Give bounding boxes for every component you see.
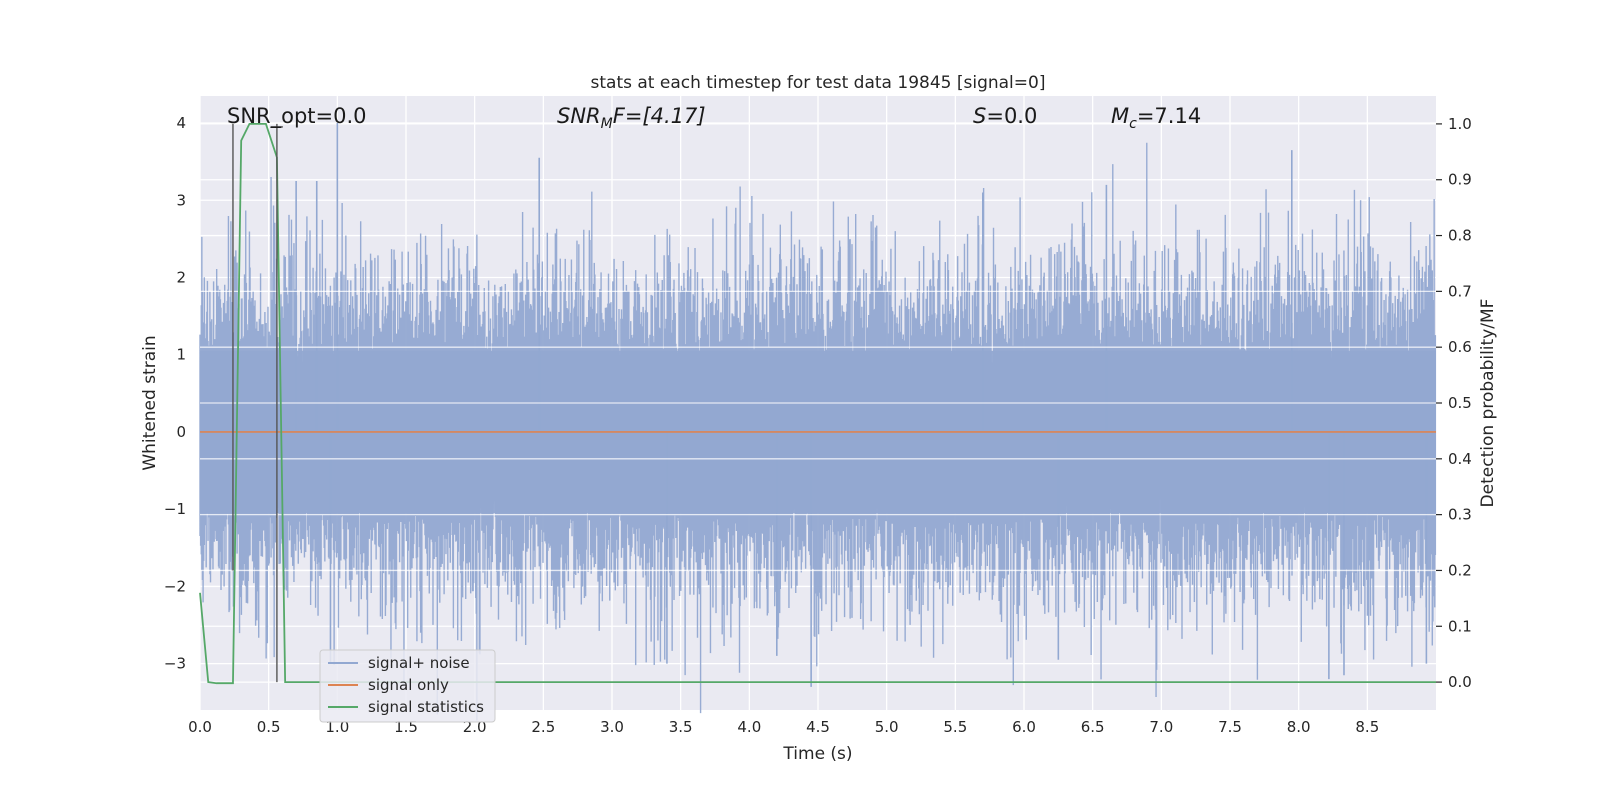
y-left-tick-label-6: 3 — [176, 191, 186, 209]
x-tick-label-11: 5.5 — [943, 718, 967, 736]
y-right-tick-label-9: 0.9 — [1448, 171, 1472, 189]
x-tick-label-1: 0.5 — [257, 718, 281, 736]
y-right-tick-label-10: 1.0 — [1448, 115, 1472, 133]
x-tick-label-8: 4.0 — [737, 718, 761, 736]
y-left-tick-label-5: 2 — [176, 268, 186, 286]
x-tick-label-12: 6.0 — [1012, 718, 1036, 736]
legend: signal+ noise signal only signal statist… — [319, 649, 496, 723]
legend-label-signal-noise: signal+ noise — [368, 654, 470, 672]
y-right-tick-label-3: 0.3 — [1448, 506, 1472, 524]
y-right-tick-label-6: 0.6 — [1448, 338, 1472, 356]
annotation-mc: Mc=7.14 — [1111, 104, 1201, 132]
y-right-tick-label-0: 0.0 — [1448, 673, 1472, 691]
legend-label-signal-statistics: signal statistics — [368, 698, 484, 716]
y-axis-label-right: Detection probability/MF — [1478, 299, 1498, 508]
x-tick-label-0: 0.0 — [188, 718, 212, 736]
y-right-tick-label-8: 0.8 — [1448, 227, 1472, 245]
series-signal-statistics — [199, 123, 1436, 685]
y-left-tick-label-0: −3 — [164, 655, 186, 673]
x-ticks: 0.0 0.5 1.0 1.5 2.0 2.5 3.0 3.5 4.0 4.5 5.0 5.5 6.0 6… — [188, 718, 1379, 736]
y-right-tick-label-2: 0.2 — [1448, 561, 1472, 579]
legend-box — [319, 649, 496, 723]
y-left-tick-label-7: 4 — [176, 114, 186, 132]
legend-label-signal-only: signal only — [368, 676, 449, 694]
x-tick-label-6: 3.0 — [600, 718, 624, 736]
y-right-tick-label-1: 0.1 — [1448, 617, 1472, 635]
x-tick-label-15: 7.5 — [1218, 718, 1242, 736]
x-tick-label-14: 7.0 — [1149, 718, 1173, 736]
y-right-tick-label-4: 0.4 — [1448, 450, 1472, 468]
annotation-snr-opt: SNR_opt=0.0 — [227, 104, 367, 129]
y-left-tick-label-1: −2 — [164, 577, 186, 595]
y-left-tick-label-2: −1 — [164, 500, 186, 518]
x-tick-label-9: 4.5 — [806, 718, 830, 736]
x-axis-label: Time (s) — [782, 744, 852, 764]
x-tick-label-17: 8.5 — [1355, 718, 1379, 736]
annotation-s: S=0.0 — [973, 104, 1037, 128]
y-ticks-left: −3 −2 −1 0 1 2 3 4 — [164, 114, 186, 673]
annotation-snr-mf: SNRMF=[4.17] — [557, 104, 706, 132]
y-axis-label-left: Whitened strain — [140, 335, 160, 470]
x-tick-label-5: 2.5 — [531, 718, 555, 736]
markers — [232, 123, 283, 683]
chart-title: stats at each timestep for test data 198… — [591, 73, 1046, 93]
x-tick-label-13: 6.5 — [1081, 718, 1105, 736]
y-left-tick-label-3: 0 — [176, 423, 186, 441]
x-tick-label-16: 8.0 — [1287, 718, 1311, 736]
x-tick-label-7: 3.5 — [669, 718, 693, 736]
y-left-tick-label-4: 1 — [176, 346, 186, 364]
x-tick-label-10: 5.0 — [875, 718, 899, 736]
y-ticks-right: 0.0 0.1 0.2 0.3 0.4 0.5 0.6 0.7 0.8 0.9 1.0 — [1436, 115, 1472, 691]
y-right-tick-label-5: 0.5 — [1448, 394, 1472, 412]
signal-statistics-line — [199, 123, 1436, 685]
y-right-tick-label-7: 0.7 — [1448, 282, 1472, 300]
